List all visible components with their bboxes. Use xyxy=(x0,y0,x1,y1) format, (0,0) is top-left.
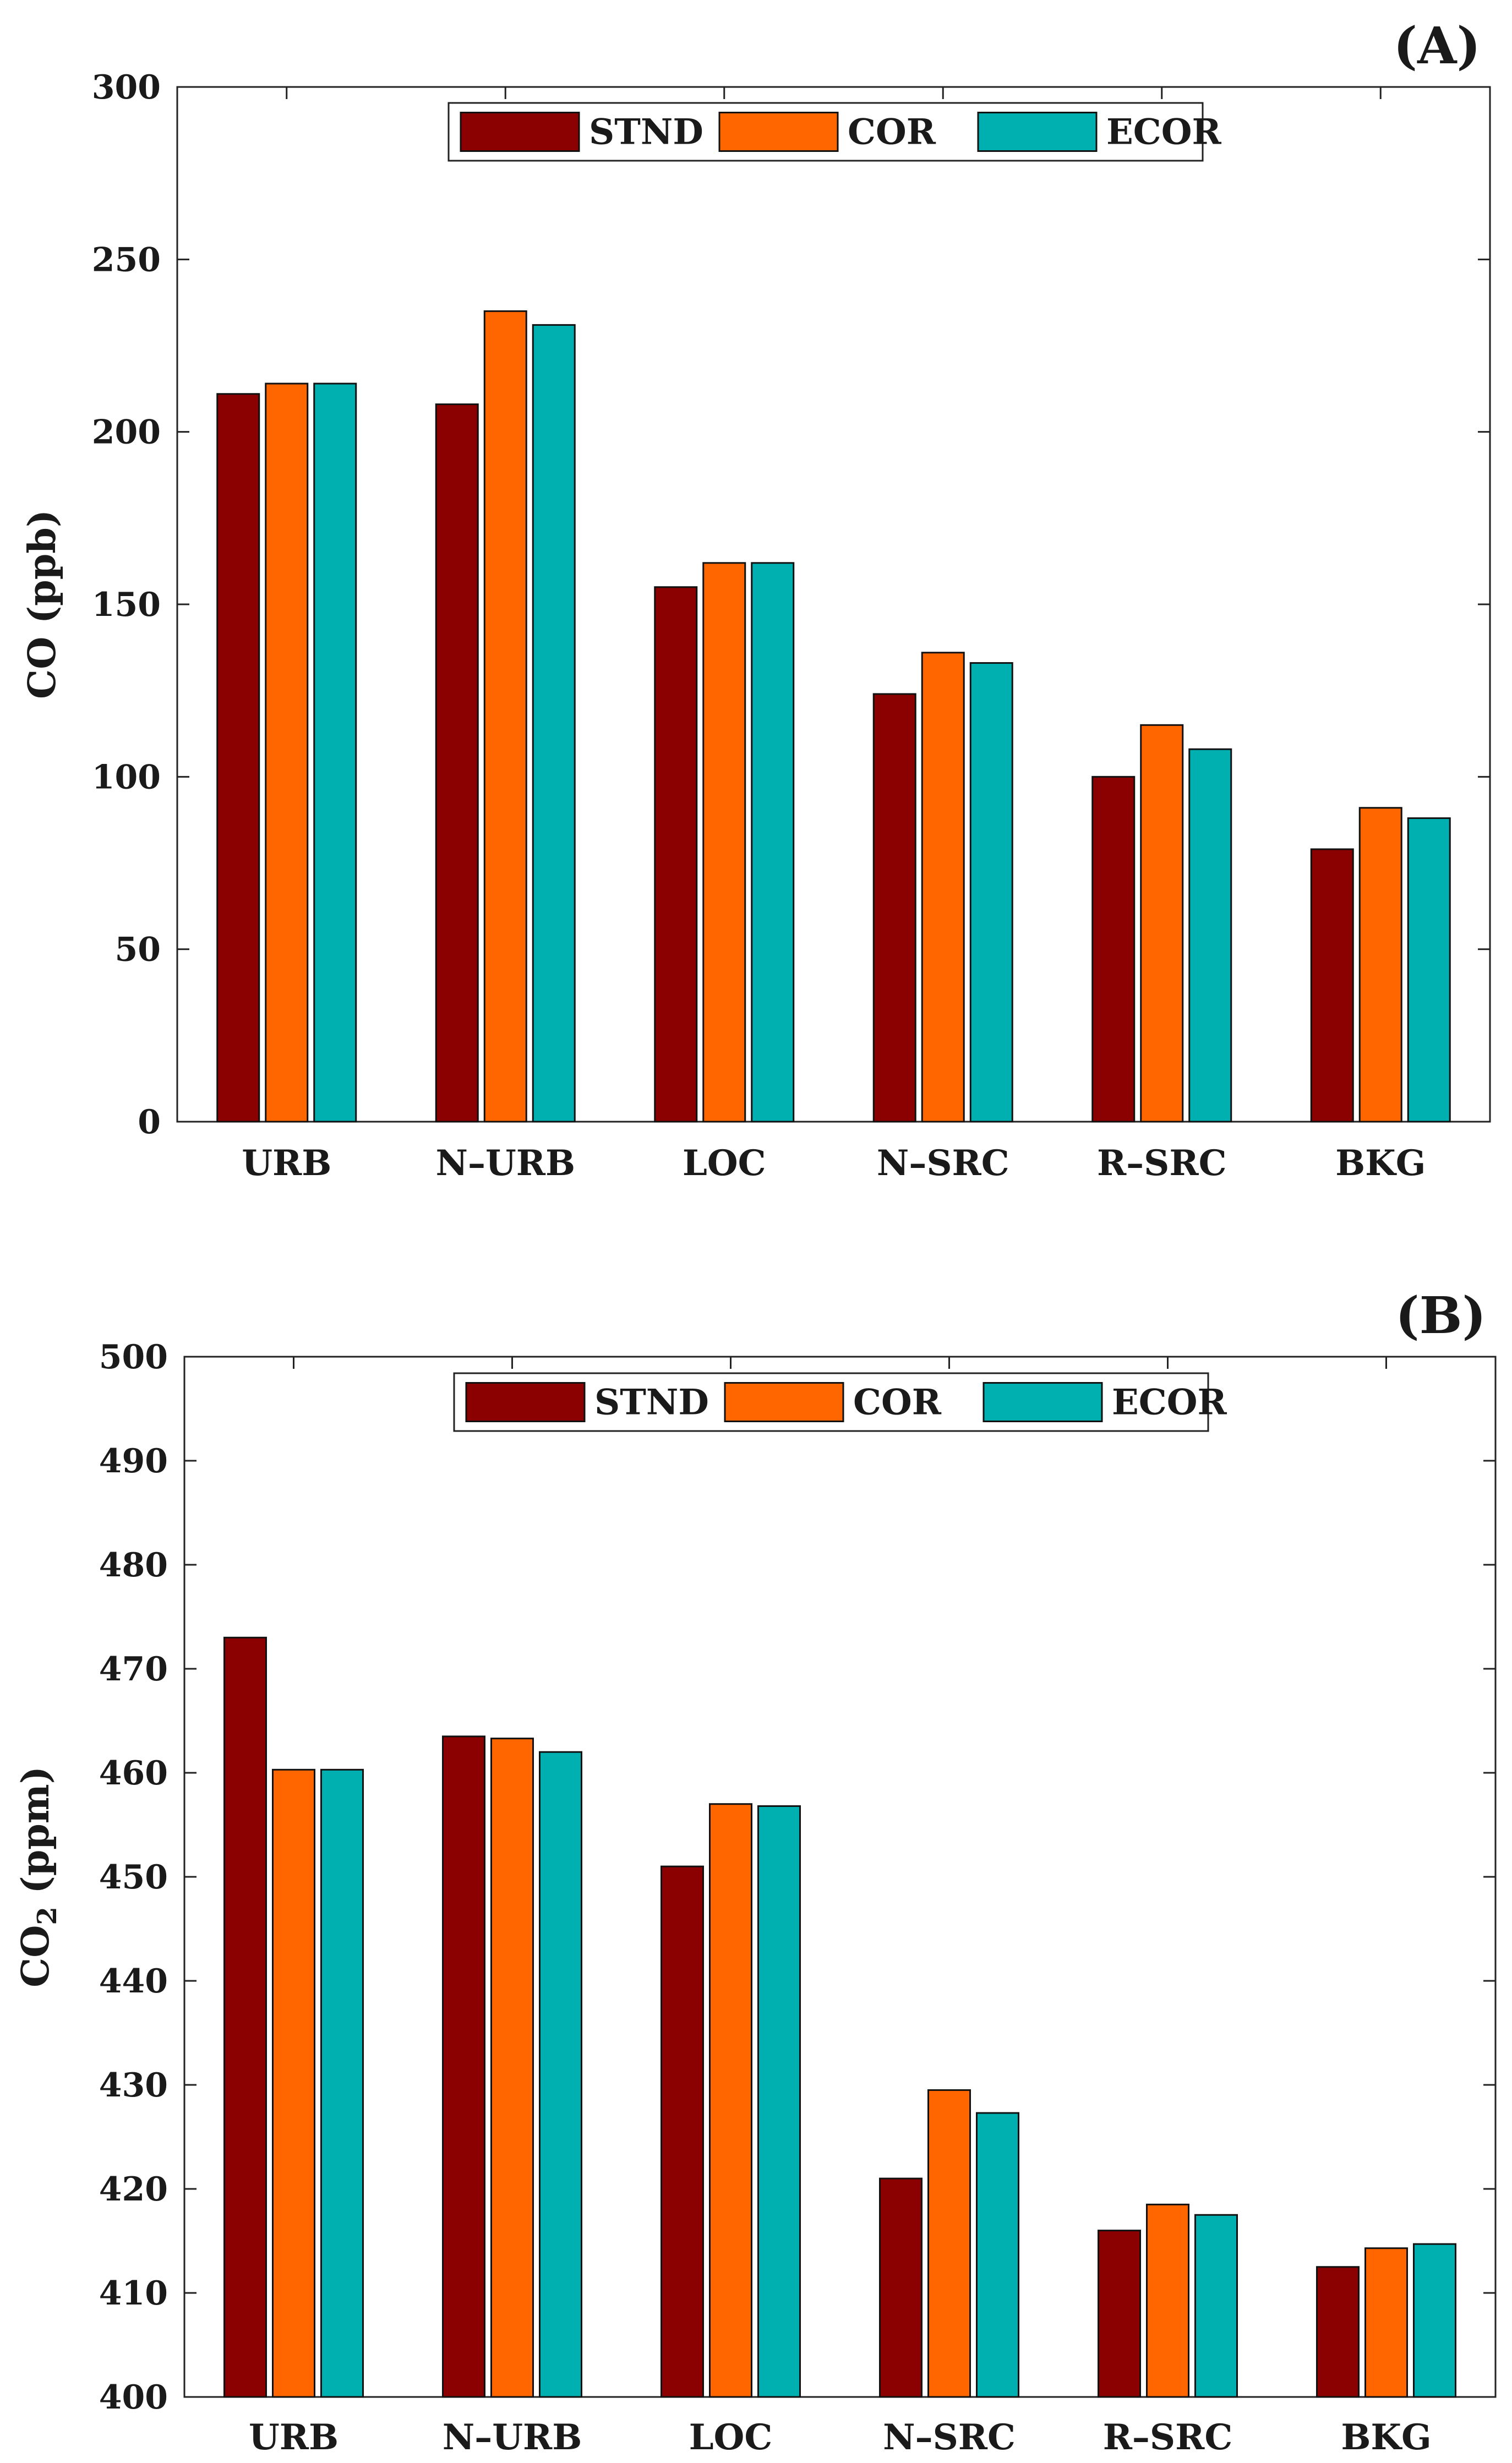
bar xyxy=(1146,2203,1189,2398)
legend-swatch xyxy=(465,1382,586,1422)
plot-frame xyxy=(176,86,1491,1123)
bar xyxy=(320,1768,364,2398)
bar xyxy=(976,2112,1019,2398)
y-tick-label: 490 xyxy=(99,1442,168,1481)
category-label: URB xyxy=(249,2417,339,2458)
category-label: URB xyxy=(242,1143,331,1184)
y-tick-label: 450 xyxy=(99,1858,168,1897)
y-tick-label: 50 xyxy=(115,931,161,969)
bar xyxy=(313,383,357,1123)
legend-swatch xyxy=(977,112,1098,152)
y-tick-label: 440 xyxy=(99,1962,168,2001)
chart-panel-b: 400 410 420 430 440 450 460 470 480 490 500 URB N–UR… xyxy=(14,1286,1497,2458)
y-tick-label: 470 xyxy=(99,1650,168,1689)
bar xyxy=(1413,2243,1456,2398)
y-tick-label: 300 xyxy=(92,68,161,107)
legend-swatch xyxy=(718,112,839,152)
y-tick-label: 400 xyxy=(99,2378,168,2417)
y-tick-label: 200 xyxy=(92,413,161,452)
bar xyxy=(265,383,309,1123)
legend-swatch xyxy=(982,1382,1103,1422)
bar xyxy=(1310,848,1354,1123)
category-label: R–SRC xyxy=(1097,1143,1227,1184)
category-label: BKG xyxy=(1335,1143,1426,1184)
bar xyxy=(1098,2230,1141,2398)
legend-swatch xyxy=(460,112,580,152)
legend-label: ECOR xyxy=(1106,112,1221,153)
y-tick-label: 460 xyxy=(99,1754,168,1793)
category-label: R–SRC xyxy=(1103,2417,1233,2458)
bar xyxy=(483,310,527,1123)
legend-label: COR xyxy=(853,1382,942,1423)
category-label: N–URB xyxy=(435,1143,575,1184)
bar xyxy=(539,1751,582,2398)
bar xyxy=(1140,724,1184,1123)
y-tick-label: 430 xyxy=(99,2066,168,2105)
y-tick-label: 410 xyxy=(99,2274,168,2313)
plot-frame xyxy=(183,1356,1497,2398)
bar xyxy=(490,1738,534,2398)
y-tick-label: 480 xyxy=(99,1546,168,1585)
bar xyxy=(702,562,746,1123)
category-label: LOC xyxy=(689,2417,773,2458)
y-tick-label: 250 xyxy=(92,241,161,279)
y-tick-label: 0 xyxy=(138,1103,161,1142)
bar xyxy=(223,1636,267,2398)
bar xyxy=(532,324,576,1123)
bar xyxy=(927,2089,971,2398)
bar xyxy=(442,1735,485,2398)
legend-label: STND xyxy=(589,112,703,153)
bar xyxy=(872,693,916,1123)
bar xyxy=(751,562,795,1123)
bar xyxy=(1188,748,1232,1123)
bar xyxy=(654,586,698,1123)
bar xyxy=(757,1805,801,2398)
chart-panel-a: 0 50 100 150 200 250 300 URB N–URB LOC N–SRC R–SRC B… xyxy=(20,16,1491,1184)
bar xyxy=(661,1865,704,2398)
category-label: LOC xyxy=(683,1143,766,1184)
bar xyxy=(969,662,1013,1123)
legend-label: COR xyxy=(848,112,936,153)
bar xyxy=(435,403,479,1123)
bar xyxy=(1364,2247,1408,2398)
category-label: N–SRC xyxy=(883,2417,1016,2458)
bar xyxy=(1194,2214,1238,2398)
panel-label: (B) xyxy=(1395,1286,1486,1345)
bar xyxy=(709,1803,752,2398)
y-tick-label: 100 xyxy=(92,758,161,796)
bar xyxy=(272,1768,315,2398)
legend-swatch xyxy=(724,1382,844,1422)
bar xyxy=(1358,807,1402,1123)
y-tick-label: 420 xyxy=(99,2170,168,2209)
bar xyxy=(1407,817,1451,1123)
bar xyxy=(921,652,965,1123)
bar xyxy=(1316,2266,1360,2398)
y-axis-title: CO (ppb) xyxy=(20,510,64,699)
bar xyxy=(879,2177,923,2398)
y-tick-label: 150 xyxy=(92,586,161,624)
panel-label: (A) xyxy=(1394,16,1481,75)
y-axis-title: CO2 (ppm) xyxy=(14,1766,63,1987)
category-label: N–URB xyxy=(443,2417,582,2458)
y-tick-label: 500 xyxy=(99,1338,168,1377)
bar xyxy=(1091,776,1136,1123)
legend-label: STND xyxy=(594,1382,709,1423)
bar xyxy=(216,393,260,1123)
category-label: N–SRC xyxy=(877,1143,1009,1184)
legend-label: ECOR xyxy=(1112,1382,1227,1423)
category-label: BKG xyxy=(1341,2417,1431,2458)
